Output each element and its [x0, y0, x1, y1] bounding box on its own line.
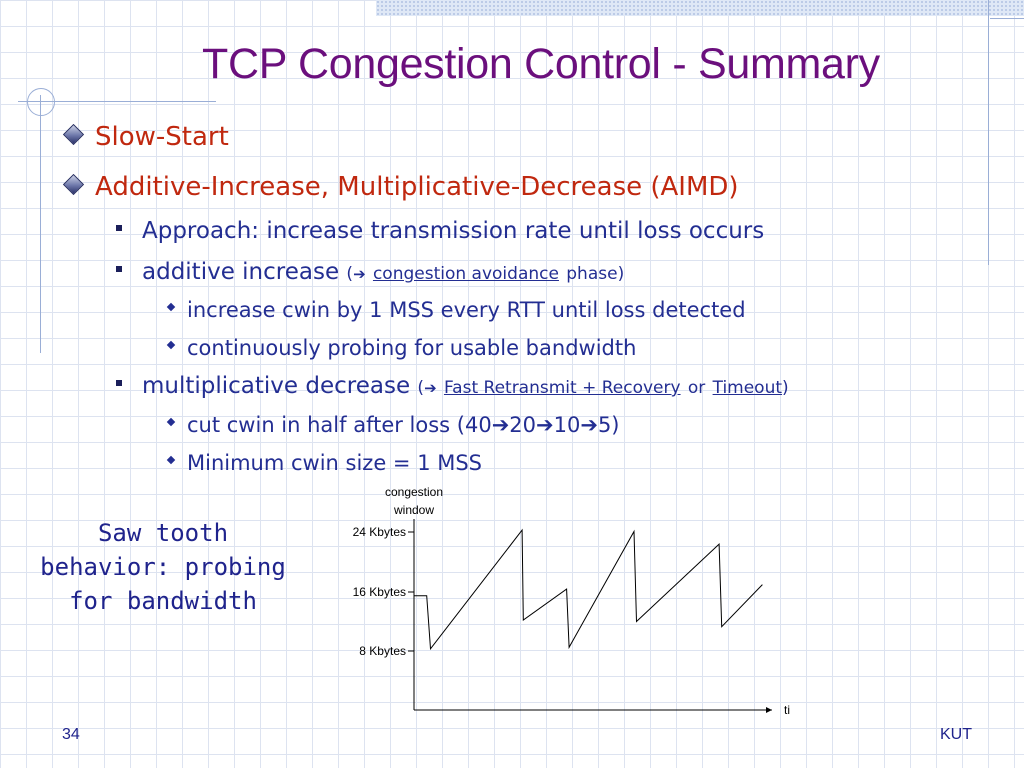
congestion-avoidance-link[interactable]: congestion avoidance: [372, 264, 559, 284]
y-ticks: 8 Kbytes 16 Kbytes 24 Kbytes: [353, 525, 414, 658]
paren-open: (: [417, 378, 425, 398]
timeout-link[interactable]: Timeout: [712, 378, 783, 398]
corner-circle-decoration: [27, 88, 55, 116]
left-decoration-line: [40, 95, 41, 353]
bullet-aimd: Additive-Increase, Multiplicative-Decrea…: [62, 172, 739, 202]
fast-retransmit-link[interactable]: Fast Retransmit + Recovery: [443, 378, 681, 398]
arrow-right-icon: ➔: [424, 379, 437, 397]
bullet-text: Approach: increase transmission rate unt…: [142, 218, 765, 244]
congestion-window-chart: congestion window time 8 Kbytes 16 Kbytes…: [353, 485, 790, 717]
caption-line: for bandwidth: [69, 587, 257, 615]
arrow-right-icon: ➔: [353, 265, 366, 283]
bullet-slow-start: Slow-Start: [62, 122, 229, 152]
paren-close: ): [782, 378, 789, 398]
caption-line: Saw tooth: [97, 519, 229, 547]
sawtooth-caption: Saw tooth behavior: probing for bandwidt…: [38, 516, 288, 618]
page-title: TCP Congestion Control - Summary: [202, 40, 880, 88]
bullet-probing: continuously probing for usable bandwidt…: [166, 336, 637, 360]
top-decoration-band: [376, 0, 1024, 16]
footer-brand: KUT: [940, 726, 972, 743]
y-axis-label: congestion: [385, 485, 443, 499]
right-decoration-line: [988, 0, 989, 265]
y-tick-label: 16 Kbytes: [353, 585, 406, 599]
page-number: 34: [62, 726, 80, 743]
bullet-approach: Approach: increase transmission rate unt…: [116, 218, 764, 244]
bullet-text: additive increase: [142, 259, 340, 285]
diamond-small-bullet-icon: [166, 455, 176, 465]
bullet-text: Minimum cwin size = 1 MSS: [187, 451, 483, 475]
bullet-text: increase cwin by 1 MSS every RTT until l…: [187, 298, 746, 322]
right-top-decoration: [990, 18, 1024, 19]
paren-open: (: [346, 264, 354, 284]
or-text: or: [687, 378, 706, 398]
bullet-increase-cwin: increase cwin by 1 MSS every RTT until l…: [166, 298, 746, 322]
square-bullet-icon: [116, 224, 122, 231]
y-axis-label: window: [393, 503, 434, 517]
bullet-text: Slow-Start: [95, 122, 229, 152]
diamond-small-bullet-icon: [166, 302, 176, 312]
title-underline-decoration: [18, 101, 216, 102]
bullet-text: continuously probing for usable bandwidt…: [187, 336, 637, 360]
x-axis-label: time: [784, 703, 790, 717]
bullet-minimum-cwin: Minimum cwin size = 1 MSS: [166, 451, 483, 475]
bullet-text: multiplicative decrease: [142, 373, 411, 399]
bullet-additive-increase: additive increase (➔ congestion avoidanc…: [116, 259, 624, 285]
diamond-bullet-icon: [62, 123, 85, 146]
bullet-cut-cwin: cut cwin in half after loss (40➔20➔10➔5): [166, 413, 620, 437]
square-bullet-icon: [116, 379, 122, 386]
paren-text: phase): [566, 264, 625, 284]
y-tick-label: 8 Kbytes: [359, 644, 406, 658]
diamond-bullet-icon: [62, 173, 85, 196]
bullet-text: cut cwin in half after loss (40➔20➔10➔5): [187, 413, 620, 437]
congestion-window-line: [414, 528, 763, 651]
diamond-small-bullet-icon: [166, 340, 176, 350]
caption-line: behavior: probing: [40, 553, 286, 581]
y-tick-label: 24 Kbytes: [353, 525, 406, 539]
square-bullet-icon: [116, 265, 122, 272]
bullet-multiplicative-decrease: multiplicative decrease (➔ Fast Retransm…: [116, 373, 789, 399]
bullet-text: Additive-Increase, Multiplicative-Decrea…: [95, 172, 739, 202]
diamond-small-bullet-icon: [166, 417, 176, 427]
